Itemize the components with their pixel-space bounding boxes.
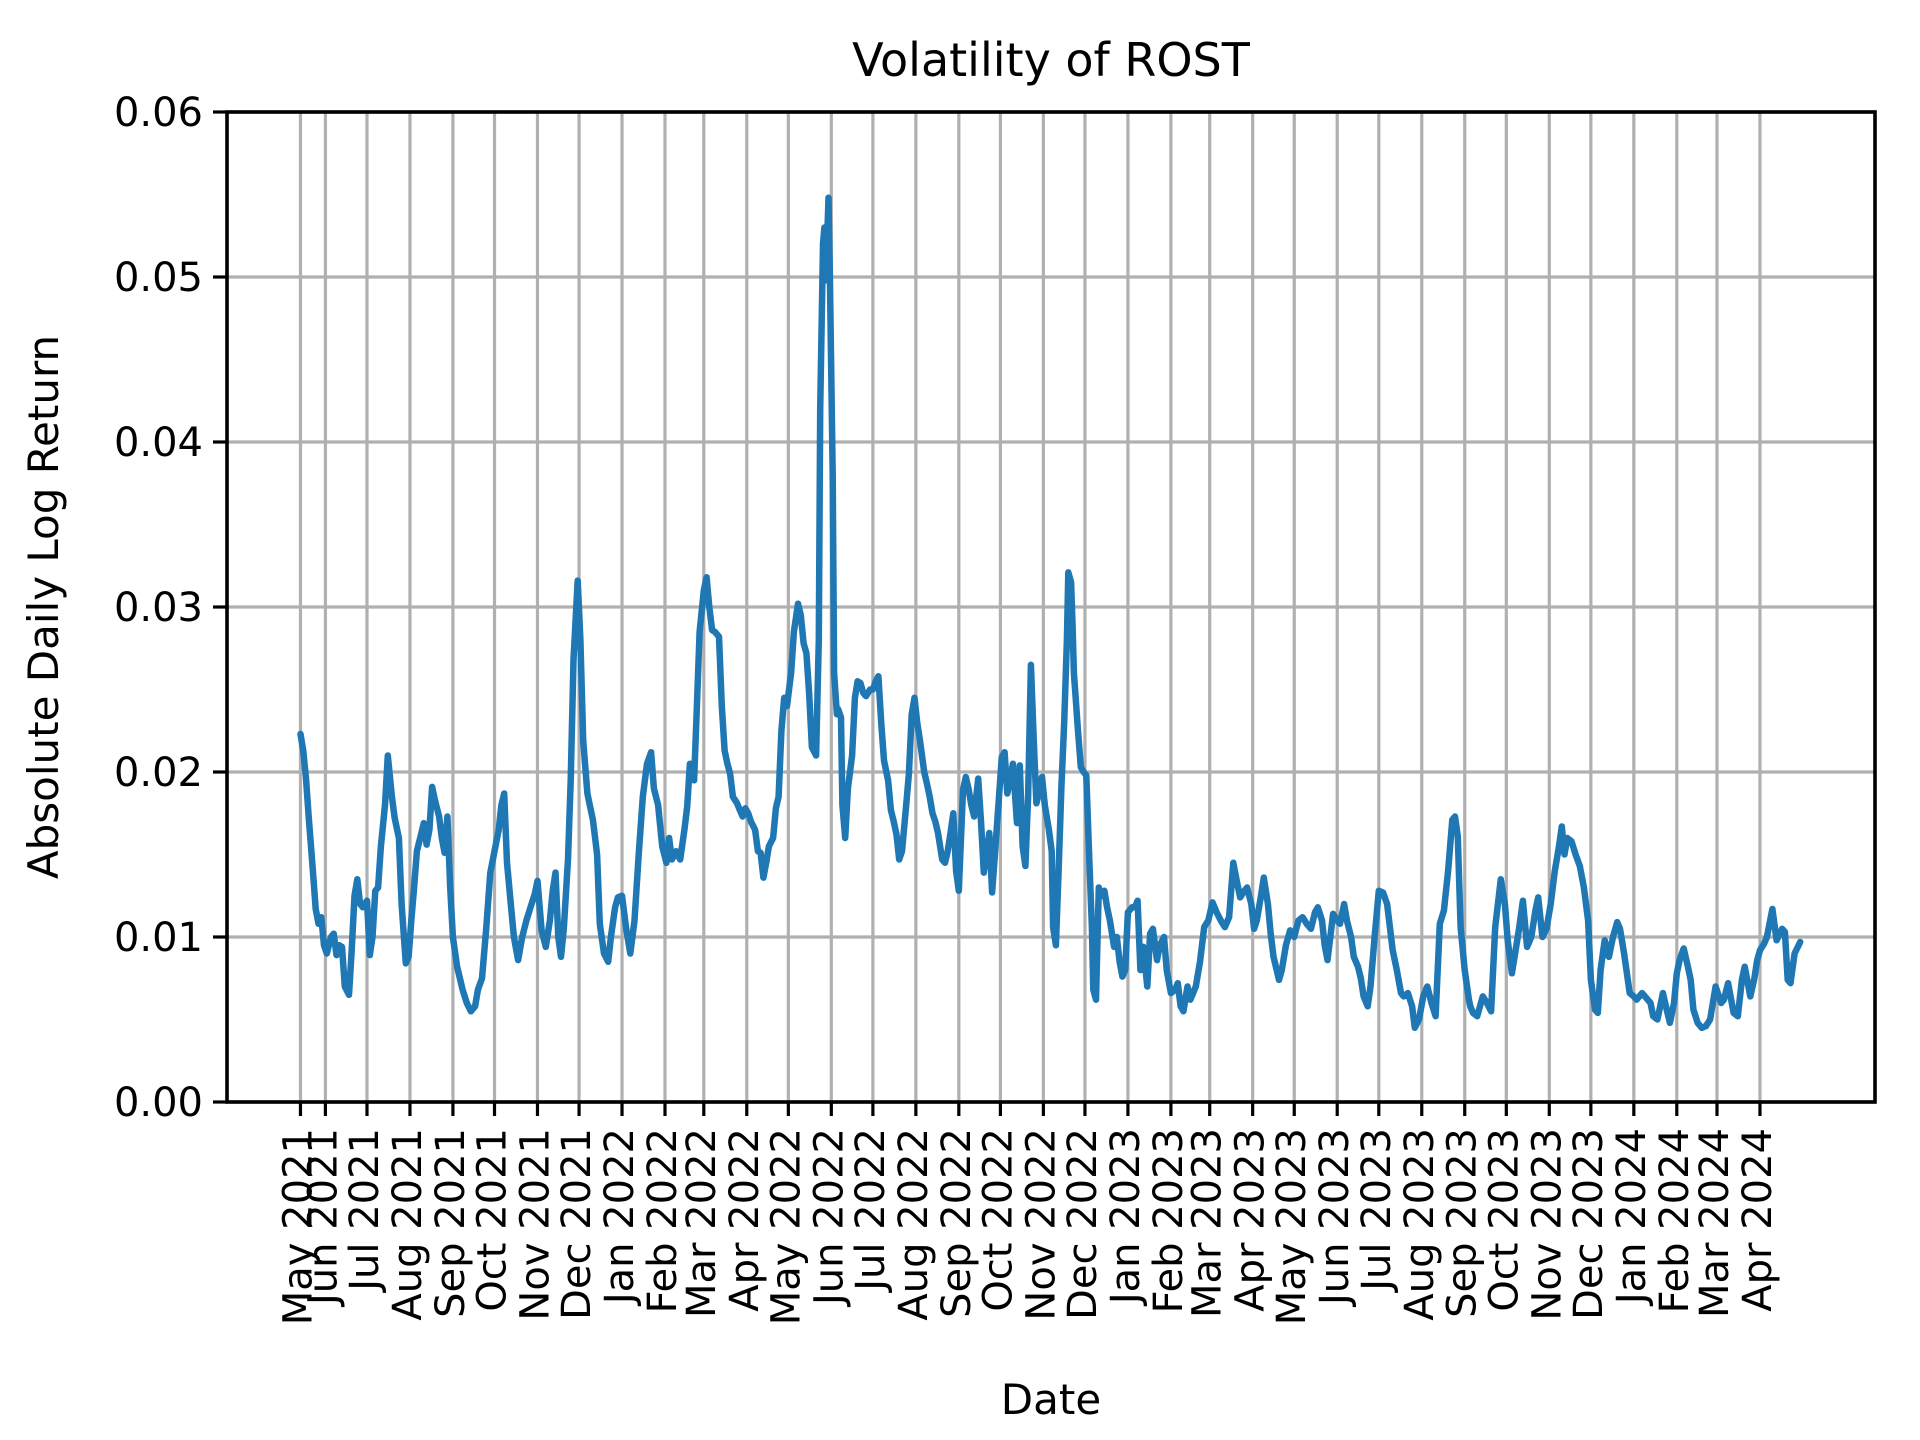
x-tick-label: May 2023 — [1269, 1128, 1315, 1325]
x-tick-label: Aug 2022 — [891, 1128, 937, 1321]
x-tick-label: Apr 2024 — [1735, 1128, 1781, 1312]
y-tick-label: 0.00 — [114, 1080, 203, 1126]
x-tick-label: Nov 2022 — [1018, 1128, 1064, 1321]
x-tick-label: Mar 2023 — [1185, 1128, 1231, 1318]
x-tick-label: Nov 2021 — [512, 1128, 558, 1321]
x-tick-label: Apr 2022 — [722, 1128, 768, 1312]
x-tick-label: Jun 2021 — [300, 1128, 346, 1308]
x-tick-label: Aug 2021 — [385, 1128, 431, 1321]
x-tick-label: Oct 2023 — [1481, 1128, 1527, 1312]
x-tick-label: Dec 2023 — [1566, 1128, 1612, 1320]
y-tick-label: 0.05 — [114, 255, 203, 301]
x-tick-label: Jun 2022 — [806, 1128, 852, 1308]
x-tick-label: Sep 2021 — [428, 1128, 474, 1318]
x-tick-label: Dec 2021 — [554, 1128, 600, 1320]
x-tick-label: Feb 2022 — [640, 1128, 686, 1313]
x-tick-label: Jan 2022 — [597, 1128, 643, 1307]
y-tick-label: 0.03 — [114, 585, 203, 631]
x-tick-label: Mar 2022 — [679, 1128, 725, 1318]
y-tick-label: 0.04 — [114, 420, 203, 466]
x-tick-label: Jan 2024 — [1609, 1128, 1655, 1307]
x-tick-label: Aug 2023 — [1397, 1128, 1443, 1321]
x-tick-label: Apr 2023 — [1228, 1128, 1274, 1312]
x-tick-label: Jul 2021 — [342, 1128, 388, 1294]
x-axis-label: Date — [1001, 1375, 1101, 1424]
y-tick-label: 0.01 — [114, 915, 203, 961]
x-tick-label: Sep 2023 — [1440, 1128, 1486, 1318]
x-tick-label: Oct 2022 — [975, 1128, 1021, 1312]
x-tick-label: Sep 2022 — [934, 1128, 980, 1318]
x-tick-label: Jan 2023 — [1103, 1128, 1149, 1307]
x-tick-label: Jul 2022 — [848, 1128, 894, 1294]
y-tick-label: 0.02 — [114, 750, 203, 796]
x-tick-label: May 2021 — [275, 1128, 321, 1325]
x-tick-label: Jun 2023 — [1312, 1128, 1358, 1308]
x-tick-label: Feb 2023 — [1146, 1128, 1192, 1313]
x-tick-label: Dec 2022 — [1060, 1128, 1106, 1320]
y-axis-label: Absolute Daily Log Return — [19, 335, 68, 879]
y-tick-label: 0.06 — [114, 90, 203, 136]
x-tick-label: Feb 2024 — [1652, 1128, 1698, 1313]
x-tick-label: Mar 2024 — [1692, 1128, 1738, 1318]
volatility-line — [297, 194, 1804, 1032]
x-tick-label: May 2022 — [763, 1128, 809, 1325]
chart-title: Volatility of ROST — [852, 33, 1251, 87]
x-tick-label: Nov 2023 — [1524, 1128, 1570, 1321]
x-tick-label: Jul 2023 — [1354, 1128, 1400, 1294]
x-tick-label: Oct 2021 — [470, 1128, 516, 1312]
